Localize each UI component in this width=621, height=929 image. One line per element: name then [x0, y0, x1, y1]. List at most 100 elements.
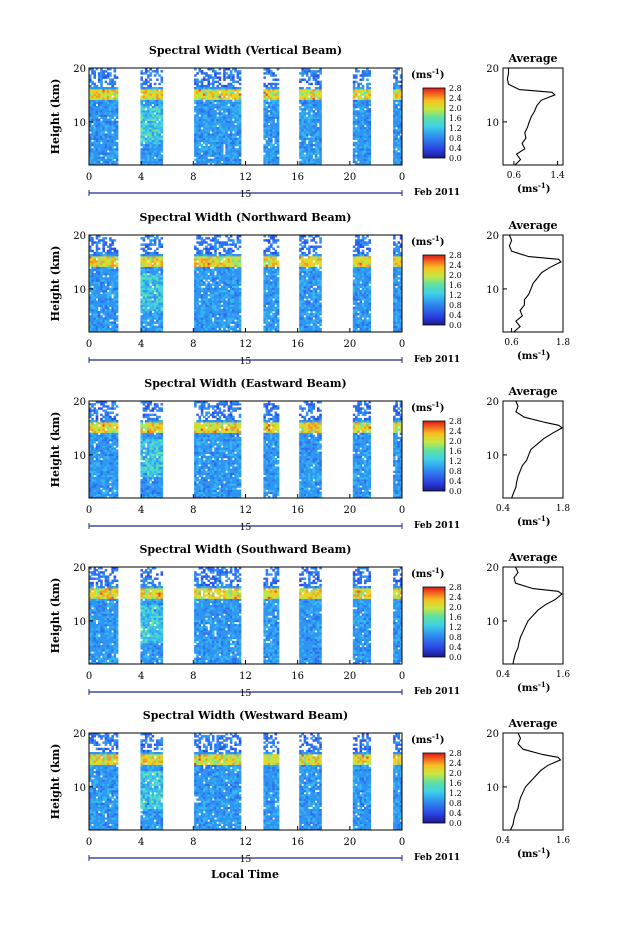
colorbar-tick-label: 2.4 [449, 261, 462, 270]
y-tick-label: 20 [73, 397, 86, 408]
x-tick-label: 0 [399, 671, 405, 682]
y-tick-label: 20 [73, 231, 86, 242]
x-tick-label: 20 [343, 339, 356, 350]
x-tick-label: 12 [239, 671, 252, 682]
y-axis-label: Height (km) [49, 744, 62, 820]
colorbar [422, 752, 446, 824]
colorbar-unit: (ms-1) [411, 400, 444, 414]
avg-unit-label: (ms-1) [517, 680, 550, 694]
average-title: Average [507, 717, 557, 730]
colorbar-tick-label: 2.0 [449, 603, 462, 612]
average-title: Average [507, 551, 557, 564]
x-tick-label: 0 [86, 671, 92, 682]
colorbar [422, 420, 446, 492]
colorbar-tick-label: 2.4 [449, 427, 462, 436]
y-tick-label: 10 [73, 783, 86, 794]
avg-unit-label: (ms-1) [517, 514, 550, 528]
avg-x-tick-label: 1.6 [556, 670, 571, 680]
colorbar-tick-label: 0.0 [449, 154, 462, 163]
colorbar-tick-label: 2.8 [449, 84, 462, 93]
colorbar-tick-label: 1.2 [449, 623, 462, 632]
avg-y-tick-label: 10 [486, 451, 499, 462]
panel-title: Spectral Width (Northward Beam) [140, 211, 352, 224]
colorbar-tick-label: 2.8 [449, 417, 462, 426]
y-axis-label: Height (km) [49, 578, 62, 654]
colorbar-tick-label: 2.8 [449, 251, 462, 260]
average-title: Average [507, 52, 557, 65]
x-tick-label: 0 [86, 172, 92, 183]
colorbar-tick-label: 0.0 [449, 487, 462, 496]
colorbar-tick-label: 0.0 [449, 321, 462, 330]
average-title: Average [507, 219, 557, 232]
average-title: Average [507, 385, 557, 398]
x-tick-label: 16 [291, 172, 304, 183]
colorbar-tick-label: 1.2 [449, 457, 462, 466]
x-tick-label: 8 [190, 339, 196, 350]
date-label: Feb 2011 [414, 687, 460, 697]
panel-2: Spectral Width (Northward Beam) 20 10 Heigh… [49, 211, 570, 367]
x-tick-label: 4 [138, 172, 144, 183]
y-tick-label: 20 [73, 563, 86, 574]
avg-y-tick-label: 10 [486, 285, 499, 296]
day-label: 15 [240, 855, 252, 865]
average-frame [502, 566, 564, 665]
average-line [512, 566, 563, 665]
day-label: 15 [240, 357, 252, 367]
x-tick-label: 8 [190, 671, 196, 682]
avg-y-tick-label: 10 [486, 118, 499, 129]
colorbar-tick-label: 0.8 [449, 301, 462, 310]
y-tick-label: 20 [73, 729, 86, 740]
colorbar-tick-label: 0.0 [449, 819, 462, 828]
colorbar-tick-label: 0.8 [449, 467, 462, 476]
colorbar-tick-label: 1.6 [449, 613, 462, 622]
day-label: 15 [240, 523, 252, 533]
x-tick-label: 8 [190, 505, 196, 516]
average-frame [502, 67, 564, 166]
y-axis-label: Height (km) [49, 246, 62, 322]
avg-unit-label: (ms-1) [517, 181, 550, 195]
date-label: Feb 2011 [414, 188, 460, 198]
average-line [506, 68, 556, 166]
x-tick-label: 12 [239, 172, 252, 183]
avg-x-tick-label: 0.4 [496, 504, 511, 514]
y-tick-label: 20 [73, 64, 86, 75]
x-tick-label: 0 [399, 837, 405, 848]
x-tick-label: 0 [86, 505, 92, 516]
colorbar-tick-label: 0.4 [449, 809, 462, 818]
heatmap-cells [89, 235, 403, 333]
avg-x-tick-label: 0.4 [496, 836, 511, 846]
avg-y-tick-label: 10 [486, 617, 499, 628]
colorbar-unit: (ms-1) [411, 732, 444, 746]
average-frame [502, 732, 564, 831]
colorbar [422, 586, 446, 658]
colorbar-tick-label: 2.0 [449, 437, 462, 446]
average-line [510, 732, 562, 831]
colorbar-tick-label: 2.4 [449, 593, 462, 602]
heatmap-cells [89, 567, 403, 665]
colorbar-tick-label: 1.6 [449, 114, 462, 123]
day-label: 15 [240, 190, 252, 200]
avg-unit-label: (ms-1) [517, 348, 550, 362]
colorbar-tick-label: 2.8 [449, 749, 462, 758]
colorbar-unit: (ms-1) [411, 566, 444, 580]
avg-y-tick-label: 20 [486, 64, 499, 75]
x-tick-label: 12 [239, 837, 252, 848]
x-tick-label: 12 [239, 339, 252, 350]
colorbar-tick-label: 2.8 [449, 583, 462, 592]
y-axis-label: Height (km) [49, 79, 62, 155]
colorbar-tick-label: 1.2 [449, 124, 462, 133]
panel-3: Spectral Width (Eastward Beam) 20 10 Height… [49, 377, 570, 533]
average-line [511, 400, 564, 499]
x-tick-label: 20 [343, 172, 356, 183]
colorbar-tick-label: 1.2 [449, 291, 462, 300]
x-tick-label: 20 [343, 505, 356, 516]
x-tick-label: 20 [343, 671, 356, 682]
colorbar-tick-label: 1.6 [449, 281, 462, 290]
avg-y-tick-label: 20 [486, 563, 499, 574]
colorbar-tick-label: 0.0 [449, 653, 462, 662]
x-tick-label: 4 [138, 339, 144, 350]
panel-title: Spectral Width (Eastward Beam) [144, 377, 346, 390]
colorbar [422, 87, 446, 159]
x-tick-label: 8 [190, 837, 196, 848]
